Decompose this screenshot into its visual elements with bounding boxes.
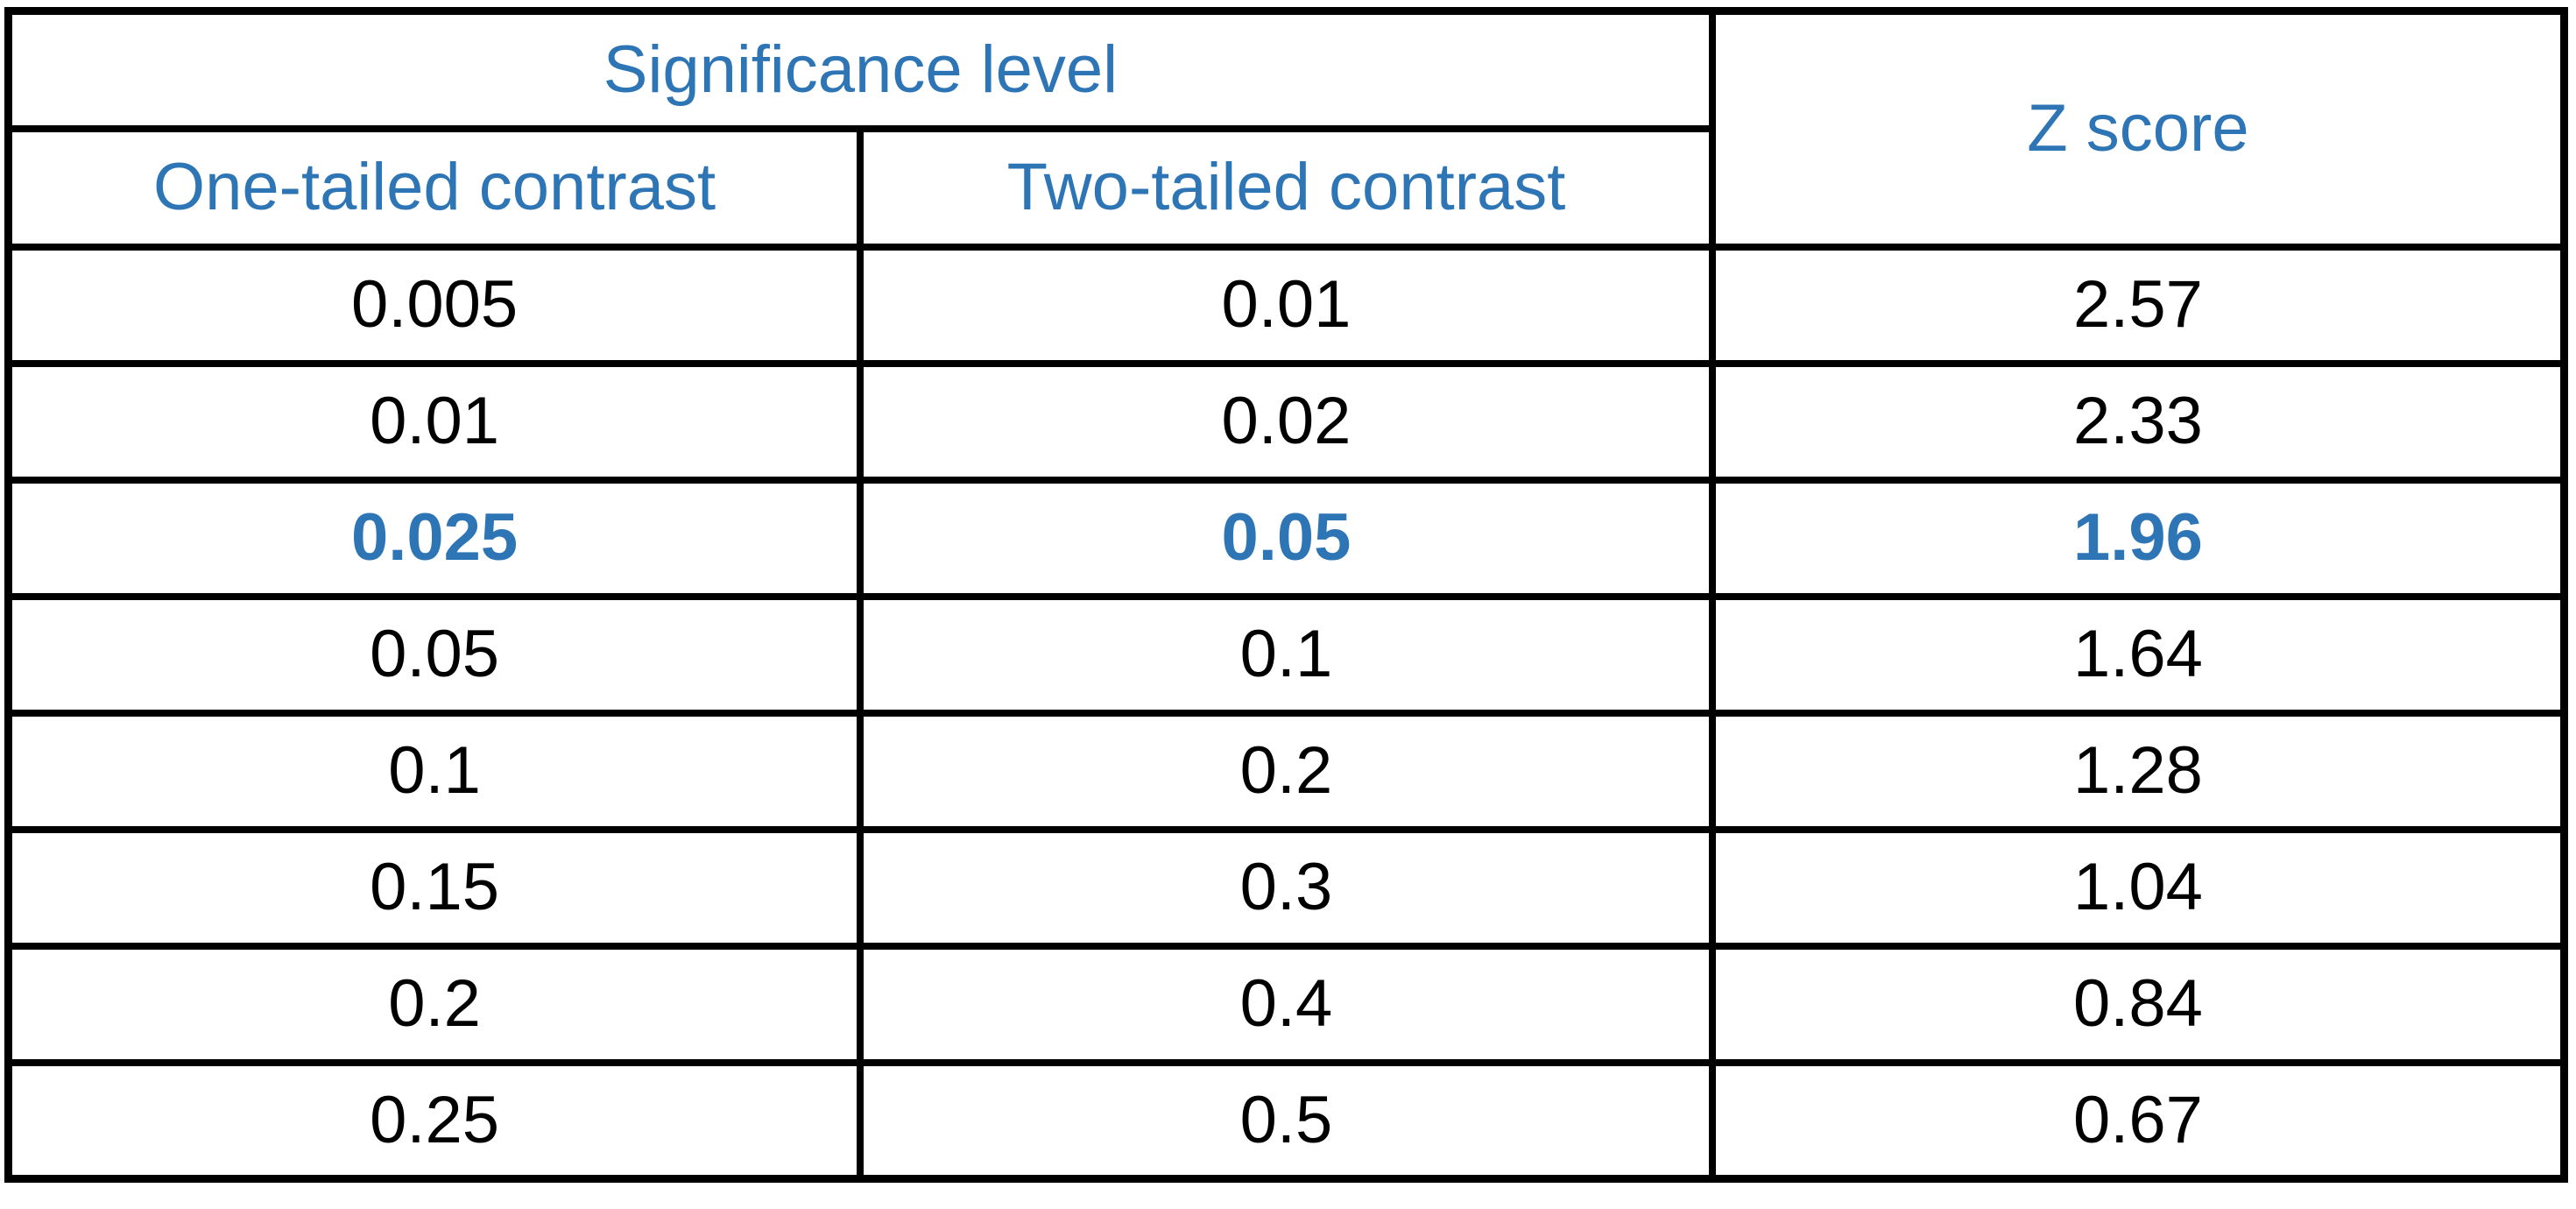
- header-significance-level: Significance level: [4, 7, 1716, 132]
- table-row: 0.1 0.2 1.28: [4, 709, 2568, 833]
- cell-two-tailed: 0.5: [857, 1058, 1716, 1183]
- cell-two-tailed: 0.01: [857, 243, 1716, 367]
- cell-z-score: 1.96: [1708, 476, 2568, 600]
- cell-z-score: 0.84: [1708, 942, 2568, 1066]
- cell-two-tailed: 0.1: [857, 592, 1716, 717]
- cell-one-tailed: 0.025: [4, 476, 865, 600]
- table-row: 0.01 0.02 2.33: [4, 359, 2568, 484]
- cell-one-tailed: 0.005: [4, 243, 865, 367]
- header-one-tailed-contrast: One-tailed contrast: [4, 124, 865, 251]
- header-columns-row: One-tailed contrast Two-tailed contrast: [4, 124, 2565, 251]
- significance-z-score-table: Significance level Z score One-tailed co…: [4, 7, 2568, 1183]
- cell-two-tailed: 0.2: [857, 709, 1716, 833]
- cell-two-tailed: 0.05: [857, 476, 1716, 600]
- header-two-tailed-contrast: Two-tailed contrast: [857, 124, 1716, 251]
- cell-z-score: 1.28: [1708, 709, 2568, 833]
- cell-z-score: 2.57: [1708, 243, 2568, 367]
- cell-one-tailed: 0.25: [4, 1058, 865, 1183]
- cell-two-tailed: 0.4: [857, 942, 1716, 1066]
- cell-z-score: 1.64: [1708, 592, 2568, 717]
- table-row: 0.2 0.4 0.84: [4, 942, 2568, 1066]
- cell-z-score: 0.67: [1708, 1058, 2568, 1183]
- cell-z-score: 2.33: [1708, 359, 2568, 484]
- cell-one-tailed: 0.01: [4, 359, 865, 484]
- cell-one-tailed: 0.15: [4, 825, 865, 950]
- header-group-row: Significance level Z score: [4, 7, 2568, 251]
- header-z-score: Z score: [1708, 7, 2568, 251]
- table-row: 0.25 0.5 0.67: [4, 1058, 2568, 1183]
- table-row: 0.005 0.01 2.57: [4, 243, 2568, 367]
- cell-z-score: 1.04: [1708, 825, 2568, 950]
- cell-one-tailed: 0.1: [4, 709, 865, 833]
- table-row-highlighted: 0.025 0.05 1.96: [4, 476, 2568, 600]
- table-row: 0.15 0.3 1.04: [4, 825, 2568, 950]
- cell-one-tailed: 0.2: [4, 942, 865, 1066]
- cell-two-tailed: 0.3: [857, 825, 1716, 950]
- cell-one-tailed: 0.05: [4, 592, 865, 717]
- cell-two-tailed: 0.02: [857, 359, 1716, 484]
- table-row: 0.05 0.1 1.64: [4, 592, 2568, 717]
